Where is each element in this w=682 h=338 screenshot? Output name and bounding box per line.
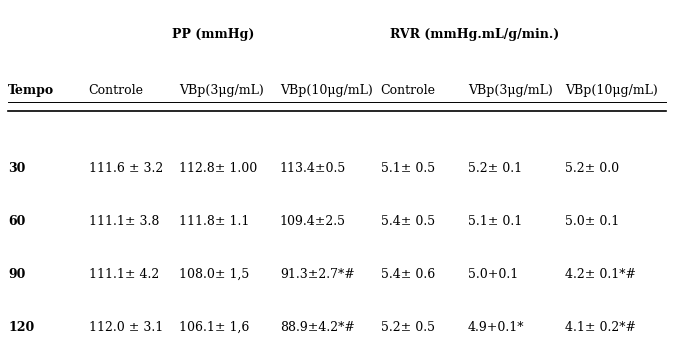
- Text: 111.8± 1.1: 111.8± 1.1: [179, 215, 250, 228]
- Text: VBp(10μg/mL): VBp(10μg/mL): [565, 84, 658, 97]
- Text: 4.1± 0.2*#: 4.1± 0.2*#: [565, 321, 636, 334]
- Text: Tempo: Tempo: [8, 84, 55, 97]
- Text: 5.1± 0.1: 5.1± 0.1: [468, 215, 522, 228]
- Text: 5.0± 0.1: 5.0± 0.1: [565, 215, 619, 228]
- Text: 5.2± 0.0: 5.2± 0.0: [565, 162, 619, 175]
- Text: 30: 30: [8, 162, 25, 175]
- Text: 5.0+0.1: 5.0+0.1: [468, 268, 518, 281]
- Text: 4.9+0.1*: 4.9+0.1*: [468, 321, 524, 334]
- Text: Controle: Controle: [381, 84, 436, 97]
- Text: VBp(10μg/mL): VBp(10μg/mL): [280, 84, 372, 97]
- Text: 90: 90: [8, 268, 25, 281]
- Text: 5.2± 0.1: 5.2± 0.1: [468, 162, 522, 175]
- Text: Controle: Controle: [89, 84, 144, 97]
- Text: 5.4± 0.5: 5.4± 0.5: [381, 215, 434, 228]
- Text: 111.1± 4.2: 111.1± 4.2: [89, 268, 159, 281]
- Text: 4.2± 0.1*#: 4.2± 0.1*#: [565, 268, 636, 281]
- Text: 112.0 ± 3.1: 112.0 ± 3.1: [89, 321, 163, 334]
- Text: 106.1± 1,6: 106.1± 1,6: [179, 321, 250, 334]
- Text: 112.8± 1.00: 112.8± 1.00: [179, 162, 258, 175]
- Text: 109.4±2.5: 109.4±2.5: [280, 215, 346, 228]
- Text: VBp(3μg/mL): VBp(3μg/mL): [179, 84, 264, 97]
- Text: RVR (mmHg.mL/g/min.): RVR (mmHg.mL/g/min.): [390, 28, 559, 41]
- Text: 111.6 ± 3.2: 111.6 ± 3.2: [89, 162, 163, 175]
- Text: 5.1± 0.5: 5.1± 0.5: [381, 162, 434, 175]
- Text: 111.1± 3.8: 111.1± 3.8: [89, 215, 159, 228]
- Text: VBp(3μg/mL): VBp(3μg/mL): [468, 84, 552, 97]
- Text: 91.3±2.7*#: 91.3±2.7*#: [280, 268, 355, 281]
- Text: PP (mmHg): PP (mmHg): [172, 28, 254, 41]
- Text: 5.2± 0.5: 5.2± 0.5: [381, 321, 434, 334]
- Text: 113.4±0.5: 113.4±0.5: [280, 162, 346, 175]
- Text: 88.9±4.2*#: 88.9±4.2*#: [280, 321, 355, 334]
- Text: 60: 60: [8, 215, 25, 228]
- Text: 108.0± 1,5: 108.0± 1,5: [179, 268, 250, 281]
- Text: 120: 120: [8, 321, 34, 334]
- Text: 5.4± 0.6: 5.4± 0.6: [381, 268, 435, 281]
